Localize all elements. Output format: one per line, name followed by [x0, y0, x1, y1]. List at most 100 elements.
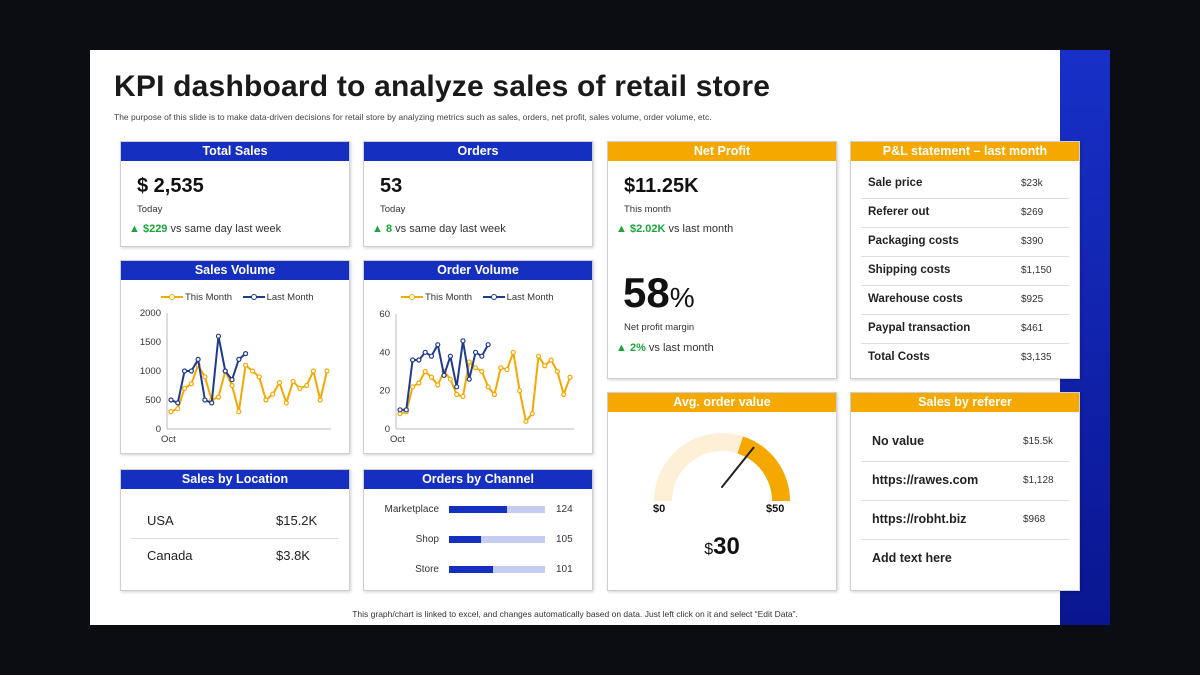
data-point — [397, 407, 403, 413]
up-arrow-icon: ▲ — [372, 223, 383, 235]
net-profit-margin-delta-value: 2% — [629, 342, 646, 354]
sales-by-location-card[interactable]: Sales by Location USA $15.2K Canada $3.8K — [120, 469, 350, 591]
data-point — [485, 384, 491, 390]
pl-row: Warehouse costs $925 — [861, 285, 1069, 315]
data-point — [243, 362, 249, 368]
order-volume-legend: This Month Last Month — [401, 292, 554, 303]
data-point — [466, 359, 472, 365]
pl-row-label: Sale price — [868, 177, 923, 189]
data-point — [472, 349, 479, 355]
referer-label: No value — [872, 434, 925, 448]
data-point — [567, 374, 573, 380]
y-tick-label: 60 — [379, 309, 390, 320]
orders-by-channel-header: Orders by Channel — [364, 470, 592, 489]
net-profit-margin-label: Net profit margin — [624, 322, 695, 333]
page-subtitle: The purpose of this slide is to make dat… — [114, 112, 712, 122]
data-point — [202, 397, 208, 403]
sales-by-referer-header: Sales by referer — [851, 393, 1079, 412]
up-arrow-icon: ▲ — [616, 342, 627, 354]
data-point — [441, 372, 447, 378]
data-point — [222, 368, 228, 374]
avg-order-value-header: Avg. order value — [608, 393, 836, 412]
orders-value: 53 — [380, 175, 403, 197]
data-point — [215, 333, 222, 339]
data-point — [215, 394, 222, 400]
referer-value: $968 — [1023, 514, 1046, 525]
series-line — [170, 364, 328, 413]
data-point — [491, 391, 498, 398]
legend-swatch-last-month — [482, 292, 505, 302]
channel-row: Marketplace 124 — [364, 502, 592, 518]
net-profit-margin-delta-text: vs last month — [648, 342, 714, 354]
net-profit-margin-unit: % — [669, 282, 695, 313]
orders-card[interactable]: Orders 53 Today ▲ 8 vs same day last wee… — [363, 141, 593, 247]
location-value: $15.2K — [276, 513, 318, 528]
data-point — [428, 353, 435, 359]
orders-header: Orders — [364, 142, 592, 161]
data-point — [236, 356, 242, 363]
orders-delta: ▲ 8 vs same day last week — [372, 223, 506, 235]
x-tick-label: Oct — [161, 434, 176, 445]
channel-label: Shop — [415, 534, 439, 545]
pl-row-value: $269 — [1021, 207, 1044, 218]
data-point — [256, 374, 262, 380]
channel-row: Shop 105 — [364, 532, 592, 548]
data-point — [447, 353, 453, 359]
avg-order-value-card[interactable]: Avg. order value $0 $50 $30 — [607, 392, 837, 591]
location-row: USA $15.2K — [131, 504, 339, 539]
x-tick-label: Oct — [390, 434, 405, 445]
pl-row-value: $461 — [1021, 323, 1044, 334]
pl-row-value: $23k — [1021, 178, 1043, 189]
channel-bar-track — [449, 506, 545, 513]
net-profit-margin-delta: ▲ 2% vs last month — [616, 342, 714, 354]
y-tick-label: 2000 — [140, 308, 161, 319]
sales-by-referer-card[interactable]: Sales by referer No value $15.5k https://… — [850, 392, 1080, 591]
data-point — [310, 368, 317, 374]
data-point — [472, 365, 479, 371]
data-point — [304, 382, 310, 389]
data-point — [188, 368, 194, 374]
data-point — [263, 397, 269, 403]
data-point — [523, 418, 529, 424]
pl-row: Paypal transaction $461 — [861, 314, 1069, 344]
total-sales-card[interactable]: Total Sales $ 2,535 Today ▲ $229 vs same… — [120, 141, 350, 247]
pl-row: Total Costs $3,135 — [861, 343, 1069, 372]
total-sales-value: $ 2,535 — [137, 175, 204, 197]
y-tick-label: 20 — [379, 386, 390, 397]
series-line — [170, 335, 247, 404]
pl-statement-card[interactable]: P&L statement – last month Sale price $23… — [850, 141, 1080, 379]
sales-volume-card[interactable]: Sales Volume This Month Last Month 0 500 1… — [120, 260, 350, 454]
pl-row: Shipping costs $1,150 — [861, 256, 1069, 286]
data-point — [249, 368, 255, 374]
data-point — [479, 368, 485, 375]
y-tick-label: 0 — [156, 424, 161, 435]
channel-row: Store 101 — [364, 562, 592, 578]
data-point — [202, 374, 208, 380]
net-profit-period: This month — [624, 204, 671, 215]
avg-order-value-symbol: $ — [704, 541, 714, 558]
gauge-track — [654, 433, 744, 501]
pl-row: Referer out $269 — [861, 198, 1069, 228]
gauge-max-label: $50 — [766, 503, 785, 515]
net-profit-card[interactable]: Net Profit $11.25K This month ▲ $2.02K v… — [607, 141, 837, 379]
total-sales-delta-text: vs same day last week — [170, 223, 282, 235]
gauge-needle — [721, 446, 755, 488]
referer-label[interactable]: Add text here — [872, 551, 952, 565]
data-point — [479, 353, 485, 359]
legend-this-month: This Month — [425, 292, 472, 303]
data-point — [454, 384, 460, 390]
data-point — [229, 377, 235, 383]
data-point — [181, 368, 188, 374]
data-point — [422, 368, 428, 375]
order-volume-card[interactable]: Order Volume This Month Last Month 0 20 40… — [363, 260, 593, 454]
avg-order-value: $30 — [608, 533, 836, 561]
pl-statement-header: P&L statement – last month — [851, 142, 1079, 161]
data-point — [270, 391, 276, 397]
referer-row[interactable]: Add text here — [861, 539, 1069, 578]
data-point — [454, 391, 460, 398]
data-point — [466, 376, 472, 382]
y-tick-label: 40 — [379, 347, 390, 358]
data-point — [435, 382, 441, 388]
orders-by-channel-card[interactable]: Orders by Channel Marketplace 124 Shop 1… — [363, 469, 593, 591]
pl-row-label: Total Costs — [868, 351, 930, 363]
